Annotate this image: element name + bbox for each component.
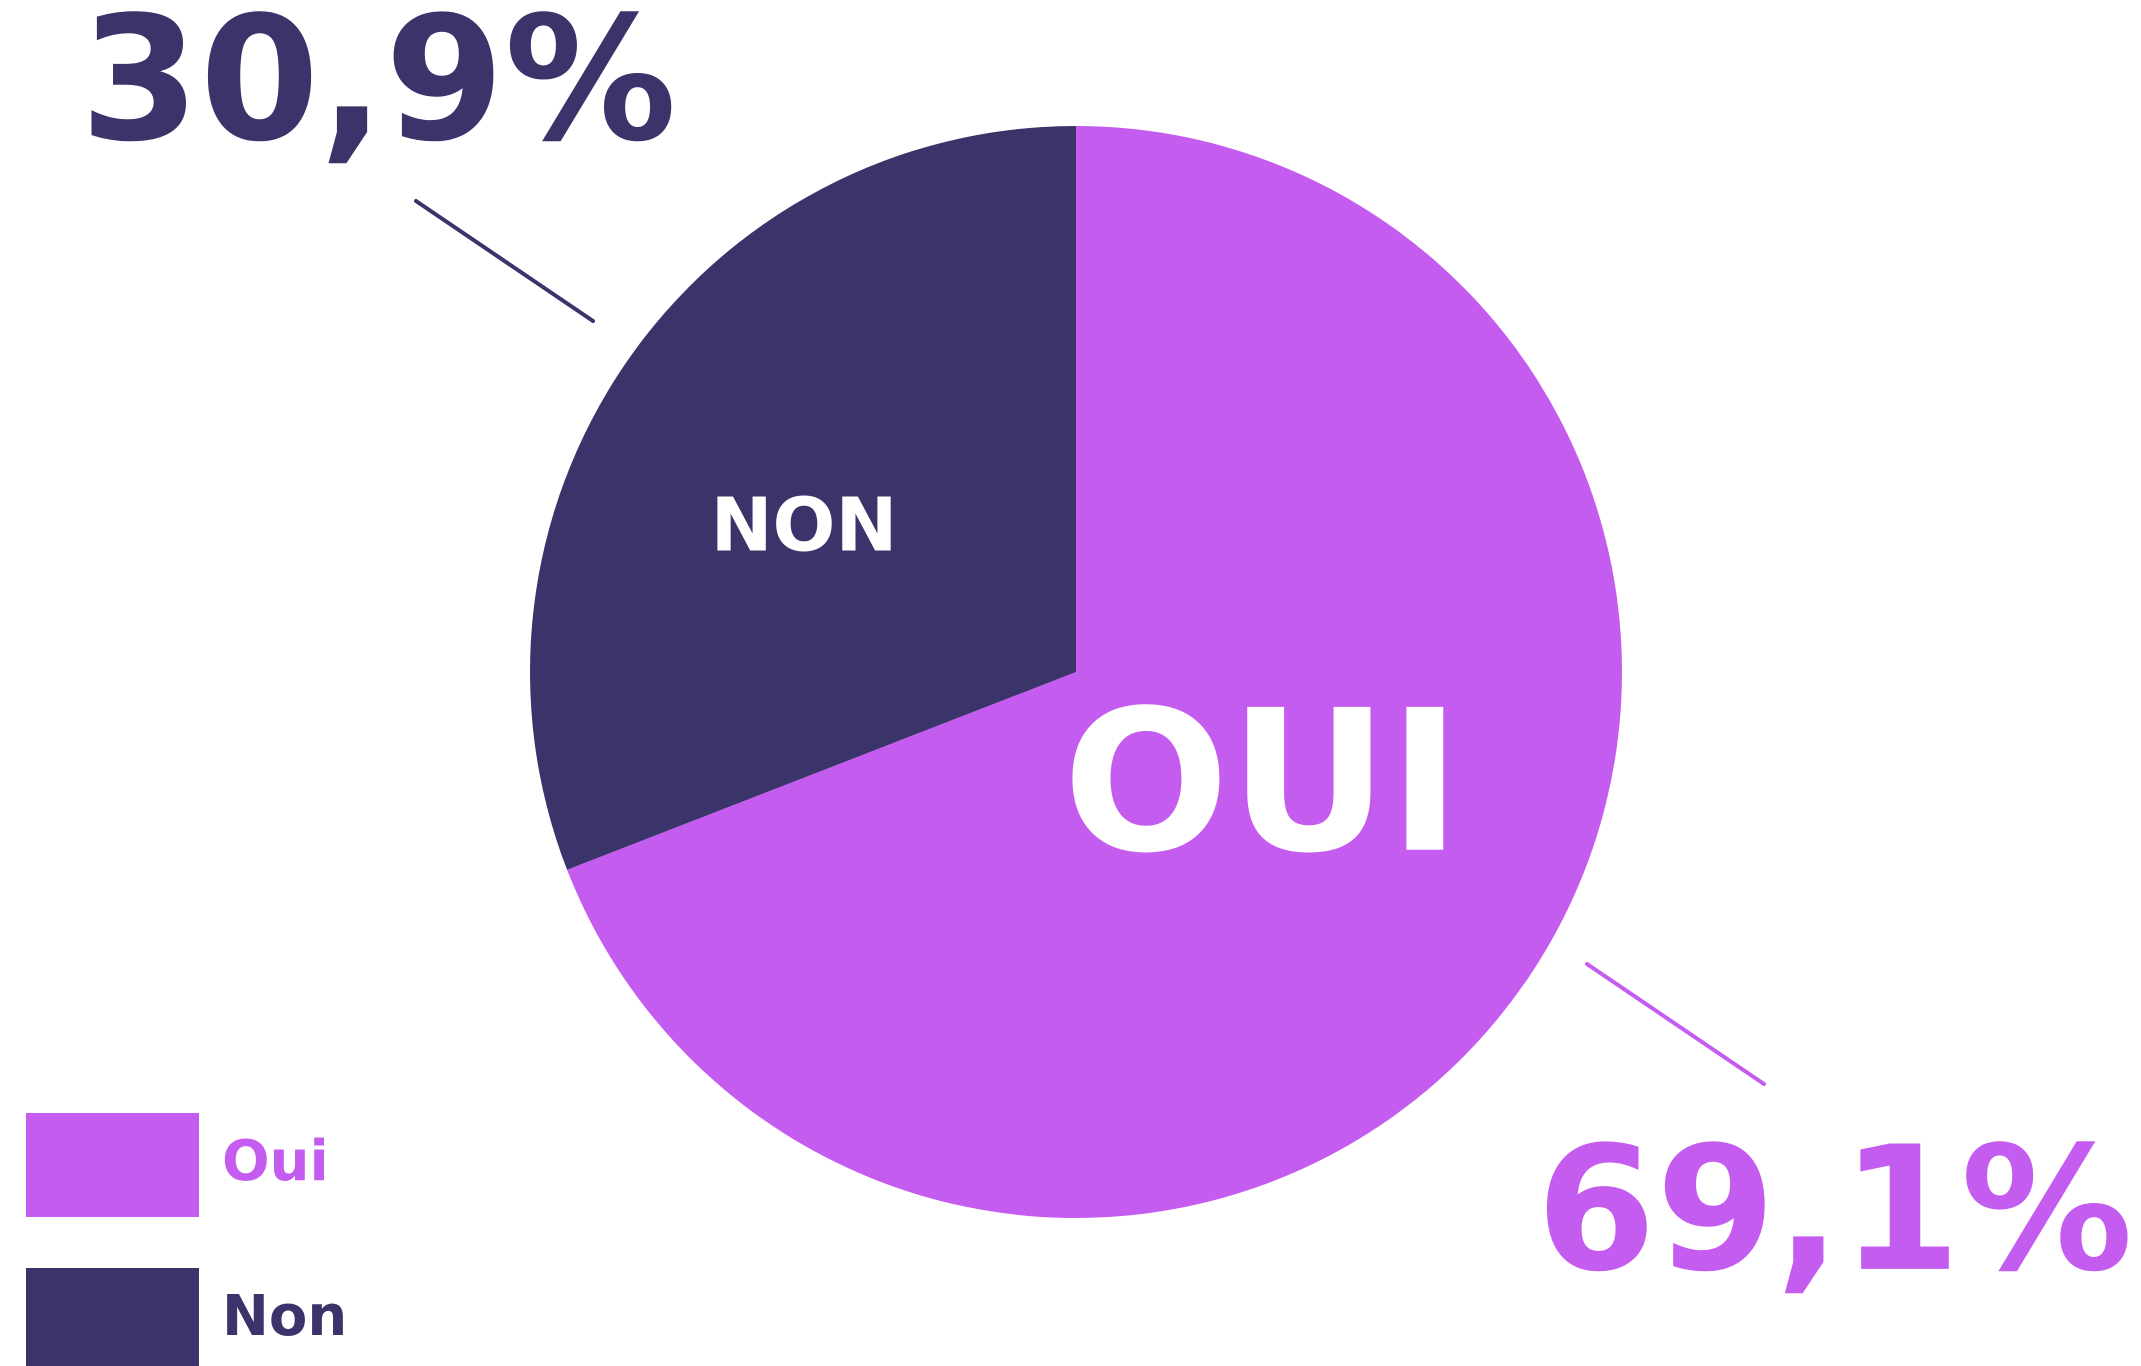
pie-slice (529, 126, 1076, 870)
legend-swatch (26, 1268, 199, 1366)
legend-label: Oui (222, 1129, 329, 1194)
leader-line (1585, 962, 1766, 1086)
value-label: 30,9% (80, 0, 677, 180)
pie-slice (567, 126, 1623, 1218)
slice-label: OUI (1063, 669, 1462, 897)
leader-line (414, 199, 595, 323)
legend-swatch (26, 1113, 199, 1217)
value-label: 69,1% (1536, 1109, 2133, 1310)
legend-label: Non (222, 1284, 347, 1349)
slice-label: NON (711, 483, 898, 569)
